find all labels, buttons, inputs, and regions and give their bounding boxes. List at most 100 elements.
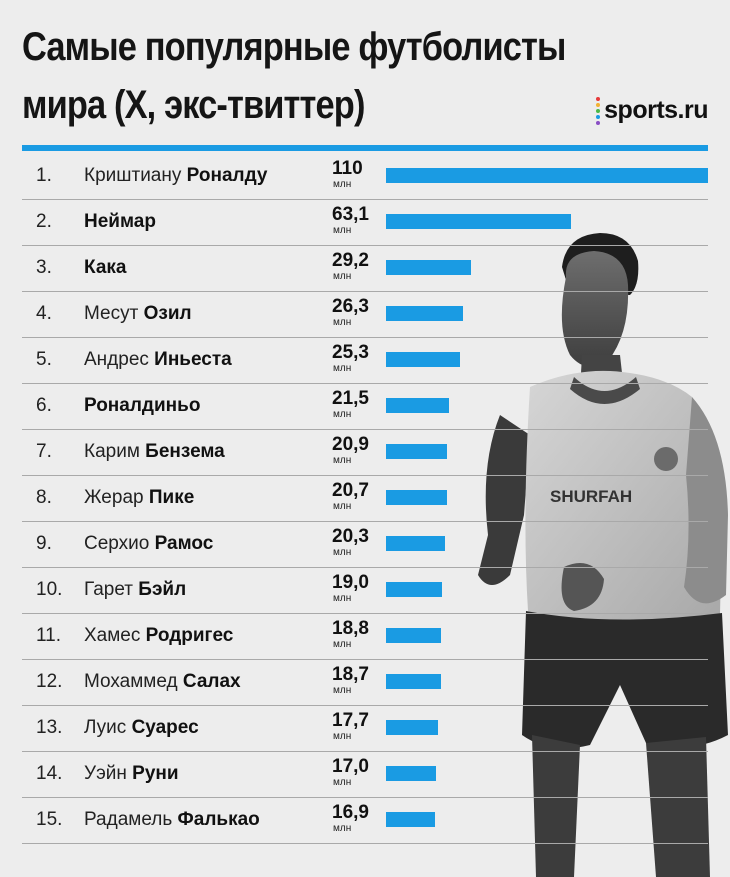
unit-label: млн (333, 455, 352, 466)
table-row: 12. Мохаммед Салах 18,7 млн (22, 660, 708, 706)
player-name: Уэйн Руни (84, 763, 179, 785)
bar (386, 674, 441, 689)
top-rule (22, 145, 708, 151)
player-first-name: Мохаммед (84, 671, 178, 692)
value-label: 29,2 (332, 250, 369, 271)
value-label: 18,7 (332, 664, 369, 685)
player-name: Роналдиньо (84, 395, 200, 417)
player-first-name: Серхио (84, 533, 150, 554)
rank-label: 12. (36, 671, 63, 692)
unit-label: млн (333, 409, 352, 420)
value-label: 110 (332, 158, 363, 179)
rank-label: 14. (36, 763, 63, 784)
unit-label: млн (333, 363, 352, 374)
unit-label: млн (333, 731, 352, 742)
player-name: Карим Бензема (84, 441, 225, 463)
player-first-name: Криштиану (84, 165, 182, 186)
player-last-name: Неймар (84, 211, 156, 232)
rank-label: 8. (36, 487, 52, 508)
player-name: Неймар (84, 211, 156, 233)
bar (386, 812, 435, 827)
unit-label: млн (333, 271, 352, 282)
table-row: 6. Роналдиньо 21,5 млн (22, 384, 708, 430)
player-last-name: Салах (182, 671, 241, 692)
player-photo: SHURFAH (478, 233, 728, 877)
player-name: Жерар Пике (84, 487, 194, 509)
table-row: 5. Андрес Иньеста 25,3 млн (22, 338, 708, 384)
unit-label: млн (333, 593, 352, 604)
sports-ru-logo: sports.ru (596, 96, 708, 125)
bar (386, 628, 441, 643)
bar (386, 352, 460, 367)
bar (386, 490, 447, 505)
player-first-name: Карим (84, 441, 140, 462)
player-last-name: Фалькао (177, 809, 260, 830)
table-row: 11. Хамес Родригес 18,8 млн (22, 614, 708, 660)
rank-label: 15. (36, 809, 63, 830)
player-last-name: Бензема (145, 441, 225, 462)
value-label: 21,5 (332, 388, 369, 409)
unit-label: млн (333, 547, 352, 558)
table-row: 3. Кака 29,2 млн (22, 246, 708, 292)
player-name: Луис Суарес (84, 717, 199, 739)
player-last-name: Роналдиньо (84, 395, 201, 416)
player-first-name: Луис (84, 717, 127, 738)
bar (386, 398, 449, 413)
unit-label: млн (333, 639, 352, 650)
bar (386, 766, 436, 781)
rank-label: 7. (36, 441, 52, 462)
bar (386, 444, 447, 459)
player-name: Радамель Фалькао (84, 809, 260, 831)
player-last-name: Рамос (154, 533, 214, 554)
value-label: 17,7 (332, 710, 369, 731)
bar (386, 582, 442, 597)
player-first-name: Уэйн (84, 763, 127, 784)
player-last-name: Роналду (186, 165, 268, 186)
unit-label: млн (333, 179, 352, 190)
table-row: 14. Уэйн Руни 17,0 млн (22, 752, 708, 798)
table-row: 2. Неймар 63,1 млн (22, 200, 708, 246)
table-row: 9. Серхио Рамос 20,3 млн (22, 522, 708, 568)
value-label: 16,9 (332, 802, 369, 823)
logo-dots-icon (596, 96, 601, 125)
value-label: 63,1 (332, 204, 369, 225)
unit-label: млн (333, 317, 352, 328)
player-last-name: Иньеста (154, 349, 232, 370)
player-first-name: Жерар (84, 487, 144, 508)
bar (386, 306, 463, 321)
shirt-sponsor-text: SHURFAH (550, 487, 632, 506)
player-name: Серхио Рамос (84, 533, 213, 555)
player-last-name: Озил (143, 303, 192, 324)
chart-title: Самые популярные футболисты мира (X, экс… (22, 25, 566, 127)
rank-label: 13. (36, 717, 63, 738)
player-first-name: Радамель (84, 809, 173, 830)
player-first-name: Гарет (84, 579, 133, 600)
unit-label: млн (333, 225, 352, 236)
player-name: Месут Озил (84, 303, 192, 325)
unit-label: млн (333, 685, 352, 696)
bar (386, 260, 471, 275)
player-last-name: Руни (132, 763, 179, 784)
player-first-name: Месут (84, 303, 139, 324)
table-row: 4. Месут Озил 26,3 млн (22, 292, 708, 338)
unit-label: млн (333, 823, 352, 834)
rank-label: 4. (36, 303, 52, 324)
rank-label: 5. (36, 349, 52, 370)
table-row: 13. Луис Суарес 17,7 млн (22, 706, 708, 752)
rank-label: 9. (36, 533, 52, 554)
value-label: 20,3 (332, 526, 369, 547)
table-row: 7. Карим Бензема 20,9 млн (22, 430, 708, 476)
unit-label: млн (333, 777, 352, 788)
ranking-list: 1. Криштиану Роналду 110 млн 2. Неймар 63,1 млн… (22, 154, 708, 844)
player-name: Криштиану Роналду (84, 165, 267, 187)
bar (386, 536, 445, 551)
table-row: 8. Жерар Пике 20,7 млн (22, 476, 708, 522)
value-label: 26,3 (332, 296, 369, 317)
bar (386, 168, 708, 183)
player-last-name: Бэйл (138, 579, 187, 600)
table-row: 10. Гарет Бэйл 19,0 млн (22, 568, 708, 614)
table-row: 1. Криштиану Роналду 110 млн (22, 154, 708, 200)
rank-label: 1. (36, 165, 52, 186)
player-last-name: Суарес (131, 717, 199, 738)
value-label: 20,9 (332, 434, 369, 455)
